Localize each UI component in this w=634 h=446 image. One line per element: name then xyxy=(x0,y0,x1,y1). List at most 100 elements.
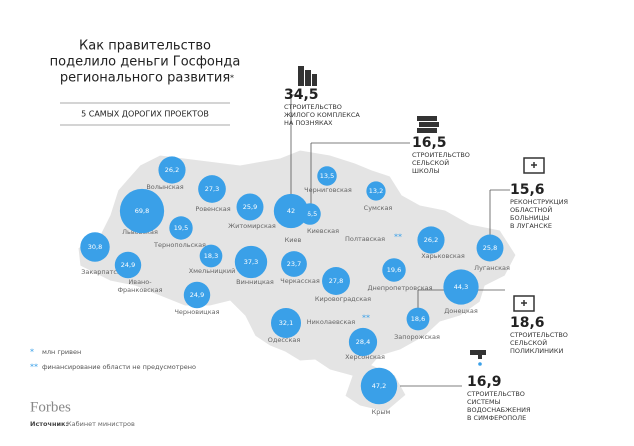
project-desc: СТРОИТЕЛЬСТВО xyxy=(284,103,342,111)
project-desc: ВОДОСНАБЖЕНИЯ xyxy=(467,406,530,414)
region-name: Днепропетровская xyxy=(367,284,432,292)
bubble-label: 26,2 xyxy=(424,236,438,244)
icons xyxy=(298,66,545,366)
bubble xyxy=(198,175,226,203)
project-desc: СТРОИТЕЛЬСТВО xyxy=(510,331,568,339)
region-name: Тернопольская xyxy=(153,241,206,249)
bubble-label: 13,5 xyxy=(320,172,334,180)
bubble xyxy=(80,232,110,262)
region-name: Херсонская xyxy=(345,353,385,361)
region-name: Луганская xyxy=(474,264,510,272)
region-name: Полтавская xyxy=(345,235,385,243)
bubble xyxy=(234,245,268,279)
region-name: Ровенская xyxy=(195,205,230,213)
project-value: 18,6 xyxy=(510,315,545,331)
bubble xyxy=(158,156,186,184)
project-desc: СТРОИТЕЛЬСТВО xyxy=(467,390,525,398)
title-line: Как правительство xyxy=(79,39,211,54)
bubble xyxy=(317,166,337,186)
bubble-label: 18,6 xyxy=(411,315,425,323)
region-name: Хмельницкий xyxy=(189,267,236,275)
bubble-label: 69,8 xyxy=(135,207,149,215)
source-text: Кабинет министров xyxy=(67,420,135,428)
bubble-label: 25,9 xyxy=(243,203,257,211)
bubble-label: 19,5 xyxy=(174,224,188,232)
region-name: Ивано- xyxy=(128,278,152,286)
region-name: Сумская xyxy=(364,204,393,212)
region-name: Винницкая xyxy=(236,278,274,286)
source-label: Источник: xyxy=(30,420,68,428)
bubble xyxy=(236,193,264,221)
bubble-label: 47,2 xyxy=(372,382,386,390)
region-name: Киевская xyxy=(307,227,339,235)
icon-book xyxy=(417,128,437,133)
title-line: поделило деньги Госфонда xyxy=(50,55,241,70)
project-desc: СТРОИТЕЛЬСТВО xyxy=(412,151,470,159)
bubble-label: 19,6 xyxy=(387,266,401,274)
region-name: Черкасская xyxy=(280,277,320,285)
logo: Forbes xyxy=(30,399,71,415)
region-name: Житомирская xyxy=(228,222,276,230)
bubble xyxy=(382,258,406,282)
project-value: 16,9 xyxy=(467,374,502,390)
no-funding-mark: ** xyxy=(394,233,402,242)
bubble-label: 26,2 xyxy=(165,166,179,174)
region-name: Николаевская xyxy=(307,318,355,326)
icon-building xyxy=(305,70,311,86)
region-name: Одесская xyxy=(268,336,301,344)
icon-tap xyxy=(470,350,486,359)
project-desc: В ЛУГАНСКЕ xyxy=(510,222,552,230)
region-name: Харьковская xyxy=(421,252,465,260)
bubble xyxy=(322,267,350,295)
no-funding-mark: ** xyxy=(362,314,370,323)
bubble-label: 24,9 xyxy=(190,291,204,299)
bubble-label: 30,8 xyxy=(88,243,102,251)
bubble xyxy=(348,327,378,357)
legend-text: финансирование области не предусмотрено xyxy=(42,363,196,371)
bubble-label: 18,3 xyxy=(204,252,218,260)
project-value: 34,5 xyxy=(284,87,319,103)
region-name: Закарпатская xyxy=(81,268,129,276)
bubble xyxy=(183,281,211,309)
bubble xyxy=(406,307,430,331)
bubble xyxy=(360,367,398,405)
project-desc: СЕЛЬСКОЙ xyxy=(510,338,547,347)
bubble xyxy=(169,216,193,240)
region-name: Кировоградская xyxy=(315,295,371,303)
region-name: Донецкая xyxy=(444,307,478,315)
bubble xyxy=(417,226,445,254)
project-desc: В СИМФЕРОПОЛЕ xyxy=(467,414,526,422)
region-name: Киев xyxy=(285,236,302,244)
bubble xyxy=(443,269,479,305)
bubble xyxy=(114,251,142,279)
project-desc: СЕЛЬСКОЙ xyxy=(412,158,449,167)
title-line: регионального развития xyxy=(60,71,230,86)
icon-drop xyxy=(478,362,482,366)
icon-clinic xyxy=(513,295,535,312)
map-ukraine xyxy=(77,149,517,413)
icon-hospital xyxy=(523,157,545,174)
connectors xyxy=(290,94,510,387)
region-name: Волынская xyxy=(146,183,183,191)
bubble-label: 32,1 xyxy=(279,319,293,327)
icon-building xyxy=(298,66,304,86)
bubble xyxy=(199,244,223,268)
project-desc: СИСТЕМЫ xyxy=(467,398,501,406)
legend-text: млн гривен xyxy=(42,348,81,356)
bubble-label: 27,8 xyxy=(329,277,343,285)
region-name: Черновицкая xyxy=(174,308,219,316)
legend-mark: ** xyxy=(30,363,38,372)
bubble xyxy=(281,251,307,277)
project-desc: ЖИЛОГО КОМПЛЕКСА xyxy=(284,111,360,119)
icon-cross xyxy=(521,300,527,306)
bubble-label: 42 xyxy=(287,207,295,215)
bubble xyxy=(366,181,386,201)
icon-book xyxy=(419,122,439,127)
region-name: Крым xyxy=(372,408,391,416)
icon-building xyxy=(312,74,317,86)
project-desc: БОЛЬНИЦЫ xyxy=(510,214,550,222)
project-value: 15,6 xyxy=(510,182,545,198)
icon-book xyxy=(417,116,437,121)
region-name: Запорожская xyxy=(394,333,440,341)
